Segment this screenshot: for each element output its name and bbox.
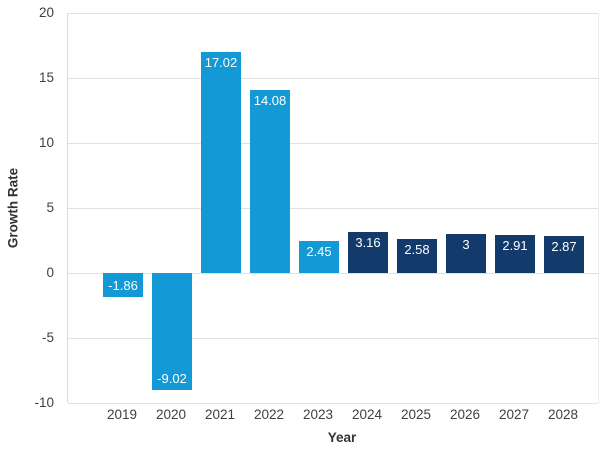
x-tick-label-2028: 2028 bbox=[547, 407, 579, 422]
x-tick-label-2021: 2021 bbox=[204, 407, 236, 422]
x-tick-label-2024: 2024 bbox=[351, 407, 383, 422]
bar-2026: 3 bbox=[446, 234, 486, 273]
x-tick-label-2023: 2023 bbox=[302, 407, 334, 422]
y-tick-label: 20 bbox=[38, 5, 54, 20]
x-tick-label-2026: 2026 bbox=[449, 407, 481, 422]
gridline--10 bbox=[68, 402, 598, 404]
bar-value-label: 2.45 bbox=[306, 244, 332, 260]
bar-value-label: 2.58 bbox=[404, 242, 430, 258]
x-tick-label-2025: 2025 bbox=[400, 407, 432, 422]
gridline-15 bbox=[68, 77, 598, 79]
bar-value-label: 17.02 bbox=[204, 54, 238, 70]
x-tick-label-2027: 2027 bbox=[498, 407, 530, 422]
y-tick-label: -10 bbox=[34, 395, 54, 410]
bar-value-label: 14.08 bbox=[253, 92, 287, 108]
gridline-0 bbox=[68, 272, 598, 274]
x-tick-label-2022: 2022 bbox=[253, 407, 285, 422]
y-tick-label: 10 bbox=[38, 135, 54, 150]
bar-2021: 17.02 bbox=[201, 51, 241, 273]
bar-value-label: 2.87 bbox=[551, 238, 577, 254]
y-tick-label: 15 bbox=[38, 70, 54, 85]
x-tick-label-2019: 2019 bbox=[106, 407, 138, 422]
bar-2025: 2.58 bbox=[397, 239, 437, 273]
bar-2027: 2.91 bbox=[495, 235, 535, 273]
gridline--5 bbox=[68, 337, 598, 339]
bar-value-label: -9.02 bbox=[157, 371, 187, 387]
plot-area: -1.86 -9.02 17.02 14.08 2.45 3.16 2.58 3 2.91 2.8… bbox=[67, 12, 599, 404]
bar-2020: -9.02 bbox=[152, 273, 192, 391]
gridline-20 bbox=[68, 12, 598, 14]
bar-value-label: 2.91 bbox=[502, 238, 528, 254]
y-tick-label: 0 bbox=[46, 265, 54, 280]
x-axis-title: Year bbox=[327, 430, 357, 445]
bar-2022: 14.08 bbox=[250, 89, 290, 273]
bar-2019: -1.86 bbox=[103, 273, 143, 298]
bar-2024: 3.16 bbox=[348, 231, 388, 273]
bar-value-label: 3.16 bbox=[355, 234, 381, 250]
gridline-10 bbox=[68, 142, 598, 144]
bar-2023: 2.45 bbox=[299, 241, 339, 273]
y-tick-label: 5 bbox=[46, 200, 54, 215]
x-tick-label-2020: 2020 bbox=[155, 407, 187, 422]
bar-value-label: 3 bbox=[462, 237, 470, 252]
gridline-5 bbox=[68, 207, 598, 209]
y-tick-label: -5 bbox=[41, 330, 54, 345]
bar-2028: 2.87 bbox=[544, 235, 584, 273]
bar-value-label: -1.86 bbox=[108, 278, 138, 294]
